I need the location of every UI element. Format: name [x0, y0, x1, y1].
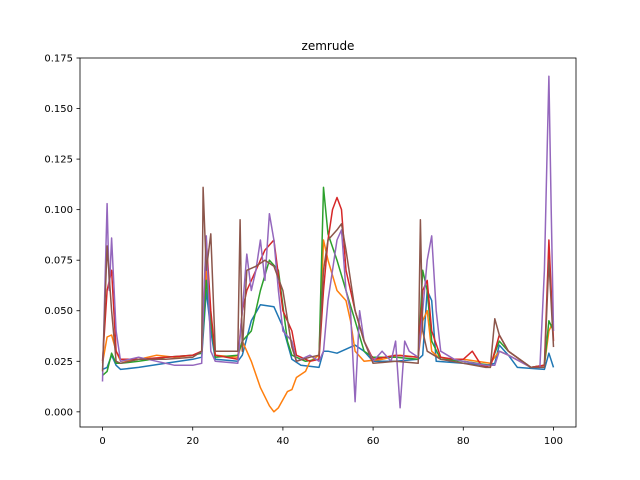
y-tick-label: 0.050 — [44, 306, 73, 317]
y-tick-label: 0.150 — [44, 104, 73, 115]
x-tick-label: 0 — [99, 436, 105, 447]
y-tick-label: 0.175 — [44, 54, 73, 65]
x-tick-label: 40 — [277, 436, 290, 447]
series-line-5 — [101, 75, 555, 409]
y-tick-label: 0.025 — [44, 357, 73, 368]
y-tick-label: 0.000 — [44, 407, 73, 418]
x-tick-label: 60 — [367, 436, 380, 447]
y-tick-label: 0.075 — [44, 256, 73, 267]
y-tick-label: 0.125 — [44, 155, 73, 166]
plot-frame — [79, 57, 577, 428]
axes-layer: 0 20 40 60 80 100 0.000 0.025 0.050 0.075 0.100 0.1… — [44, 54, 563, 448]
series-line-6 — [101, 186, 555, 372]
x-tick-label: 100 — [544, 436, 563, 447]
x-tick-label: 80 — [457, 436, 470, 447]
chart-title: zemrude — [302, 39, 355, 53]
series-layer — [101, 75, 555, 413]
y-tick-label: 0.100 — [44, 205, 73, 216]
x-tick-label: 20 — [186, 436, 199, 447]
